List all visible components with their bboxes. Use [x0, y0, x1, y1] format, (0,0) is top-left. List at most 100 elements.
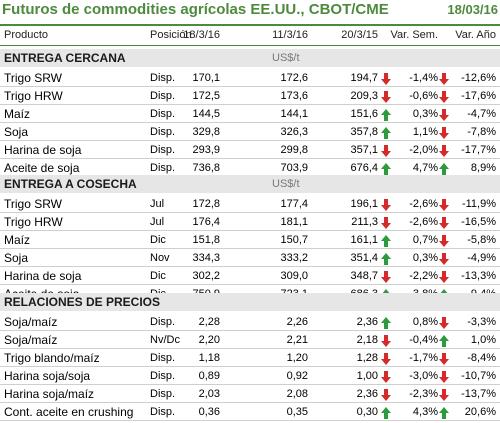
price-year-ago: 676,4: [350, 162, 378, 174]
table-row: Trigo HRW Jul 176,4 181,1 211,3 -2,6% -16,5%: [0, 213, 500, 231]
var-year: -17,6%: [461, 90, 496, 102]
arrow-down-icon: [438, 370, 450, 384]
product-name: Soja: [4, 125, 29, 139]
product-name: Trigo HRW: [4, 215, 63, 229]
title-bar: Futuros de commodities agrícolas EE.UU.,…: [2, 1, 498, 23]
table-row: Harina soja/maíz Disp. 2,03 2,08 2,36 -2,3% -1…: [0, 385, 500, 403]
price-week-ago: 703,9: [280, 162, 308, 174]
product-name: Harina de soja: [4, 143, 82, 157]
position: Disp.: [150, 126, 176, 138]
position: Dic: [150, 270, 166, 282]
row-divider: [0, 248, 500, 249]
var-year: -13,3%: [461, 270, 496, 282]
var-year: -16,5%: [461, 216, 496, 228]
table-row: Maíz Dic 151,8 150,7 161,1 0,7% -5,8%: [0, 231, 500, 249]
table-row: Maíz Disp. 144,5 144,1 151,6 0,3% -4,7%: [0, 105, 500, 123]
var-week: 0,8%: [412, 316, 438, 328]
product-name: Maíz: [4, 233, 31, 247]
price-week-ago: 299,8: [280, 144, 308, 156]
price-week-ago: 173,6: [280, 90, 308, 102]
var-week: 1,1%: [412, 126, 438, 138]
arrow-up-icon: [380, 108, 392, 122]
product-name: Maíz: [4, 107, 31, 121]
var-week: -1,4%: [409, 72, 438, 84]
arrow-up-icon: [380, 406, 392, 420]
table-row: Harina de soja Disp. 293,9 299,8 357,1 -2,0% -…: [0, 141, 500, 159]
product-name: Cont. aceite en crushing: [4, 405, 134, 419]
page-title: Futuros de commodities agrícolas EE.UU.,…: [2, 1, 389, 18]
position: Disp.: [150, 406, 176, 418]
price-week-ago: 150,7: [280, 234, 308, 246]
price-current: 151,8: [192, 234, 220, 246]
arrow-down-icon: [438, 216, 450, 230]
col-posicion: Posición: [150, 29, 192, 41]
title-divider: [0, 24, 500, 26]
price-year-ago: 0,30: [356, 406, 378, 418]
arrow-down-icon: [438, 352, 450, 366]
table-row: Trigo HRW Disp. 172,5 173,6 209,3 -0,6% -17,6%: [0, 87, 500, 105]
table-row: Trigo blando/maíz Disp. 1,18 1,20 1,28 -1,7% -…: [0, 349, 500, 367]
arrow-down-icon: [438, 108, 450, 122]
arrow-down-icon: [380, 270, 392, 284]
section-title: ENTREGA CERCANA: [4, 51, 126, 65]
price-current: 0,36: [198, 406, 220, 418]
section-header: RELACIONES DE PRECIOS: [0, 293, 500, 311]
var-year: -4,9%: [467, 252, 496, 264]
table-row: Cont. aceite en crushing Disp. 0,36 0,35 0,3…: [0, 403, 500, 421]
table-row: Trigo SRW Jul 172,8 177,4 196,1 -2,6% -11,9%: [0, 195, 500, 213]
arrow-down-icon: [438, 252, 450, 266]
price-week-ago: 181,1: [280, 216, 308, 228]
product-name: Soja/maíz: [4, 333, 58, 347]
price-current: 302,2: [192, 270, 220, 282]
var-week: 4,7%: [412, 162, 438, 174]
position: Disp.: [150, 90, 176, 102]
price-week-ago: 2,21: [286, 334, 308, 346]
var-year: -3,3%: [467, 316, 496, 328]
row-divider: [0, 266, 500, 267]
arrow-up-icon: [380, 126, 392, 140]
price-current: 172,5: [192, 90, 220, 102]
var-week: -0,6%: [409, 90, 438, 102]
price-week-ago: 326,3: [280, 126, 308, 138]
row-divider: [0, 366, 500, 367]
price-year-ago: 161,1: [350, 234, 378, 246]
price-year-ago: 357,8: [350, 126, 378, 138]
var-year: -4,7%: [467, 108, 496, 120]
price-year-ago: 194,7: [350, 72, 378, 84]
arrow-up-icon: [380, 252, 392, 266]
table-row: Soja/maíz Nv/Dc 2,20 2,21 2,18 -0,4% 1,0%: [0, 331, 500, 349]
price-current: 1,18: [198, 352, 220, 364]
table-row: Trigo SRW Disp. 170,1 172,6 194,7 -1,4% -12,6%: [0, 69, 500, 87]
price-current: 172,8: [192, 198, 220, 210]
row-divider: [0, 104, 500, 105]
row-divider: [0, 122, 500, 123]
price-year-ago: 151,6: [350, 108, 378, 120]
price-current: 329,8: [192, 126, 220, 138]
var-year: 1,0%: [470, 334, 496, 346]
var-week: -2,6%: [409, 216, 438, 228]
position: Jul: [150, 216, 165, 228]
arrow-up-icon: [438, 406, 450, 420]
row-divider: [0, 402, 500, 403]
product-name: Harina soja/maíz: [4, 387, 95, 401]
header-divider: [0, 45, 500, 46]
arrow-down-icon: [380, 198, 392, 212]
price-current: 2,28: [198, 316, 220, 328]
price-current: 0,89: [198, 370, 220, 382]
var-week: -2,0%: [409, 144, 438, 156]
arrow-down-icon: [380, 352, 392, 366]
position: Disp.: [150, 108, 176, 120]
section-header: ENTREGA CERCANA US$/t: [0, 49, 500, 67]
product-name: Aceite de soja: [4, 161, 80, 175]
arrow-down-icon: [438, 198, 450, 212]
var-year: 8,9%: [470, 162, 496, 174]
price-year-ago: 2,36: [356, 316, 378, 328]
table-row: Soja/maíz Disp. 2,28 2,26 2,36 0,8% -3,3%: [0, 313, 500, 331]
arrow-up-icon: [380, 316, 392, 330]
table-row: Harina soja/soja Disp. 0,89 0,92 1,00 -3,0% -1…: [0, 367, 500, 385]
arrow-down-icon: [380, 388, 392, 402]
var-week: -3,0%: [409, 370, 438, 382]
price-year-ago: 1,00: [356, 370, 378, 382]
var-week: 0,3%: [412, 108, 438, 120]
arrow-down-icon: [438, 72, 450, 86]
